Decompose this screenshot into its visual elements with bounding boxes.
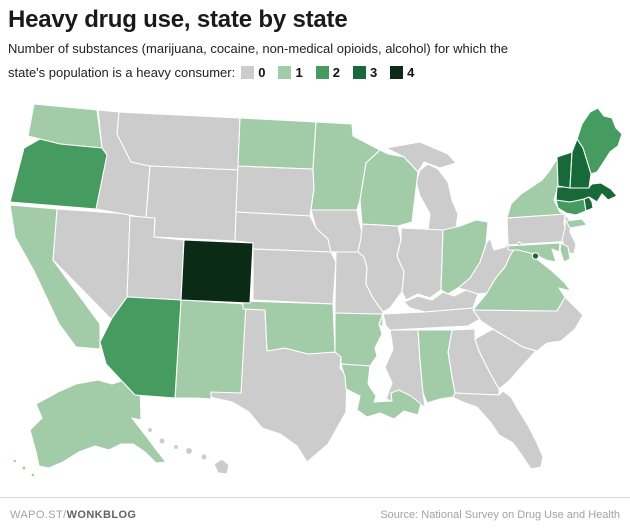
state-HI [158,437,166,445]
legend-item-4: 4 [390,63,414,83]
legend-label-3: 3 [369,65,378,81]
state-LA [340,363,422,420]
subtitle-line-1: Number of substances (marijuana, cocaine… [8,40,509,56]
legend-swatch-2 [315,66,329,80]
legend-label-1: 1 [295,65,303,81]
state-OK [242,300,336,355]
legend-label-2: 2 [332,65,340,81]
state-WI [359,149,419,227]
subtitle-line-2: state's population is a heavy consumer: … [0,58,630,83]
header: Heavy drug use, state by state Number of… [0,0,630,83]
state-HI [200,453,208,461]
state-DC [531,252,540,260]
state-KS [252,248,337,305]
subtitle-line-2-text: state's population is a heavy consumer: [8,65,236,81]
legend-swatch-0 [241,66,255,80]
legend-swatch-4 [390,66,404,80]
state-NH [569,138,592,189]
state-NY [565,218,588,229]
us-choropleth-map [9,103,623,478]
source-credit: Source: National Survey on Drug Use and … [380,508,620,521]
state-MT [116,111,241,171]
state-CO [180,239,254,304]
state-ME [576,107,623,175]
state-HI [172,443,180,451]
state-AK [29,379,167,469]
state-AZ [99,296,182,399]
state-HI [146,426,154,434]
state-OR [9,138,108,210]
legend-item-3: 3 [352,63,378,83]
legend-item-1: 1 [278,63,303,83]
state-WY [145,165,239,242]
state-NY [506,158,566,219]
state-CA [9,204,101,350]
legend-item-0: 0 [241,63,265,83]
brand-prefix: WAPO.ST/ [10,508,67,521]
state-FL [451,390,544,470]
state-DE [559,242,571,263]
legend-item-2: 2 [315,63,340,83]
state-VA [472,241,572,312]
state-ND [237,117,317,170]
page-title: Heavy drug use, state by state [8,6,348,33]
legend-label-4: 4 [407,65,415,81]
state-AL [417,329,456,404]
state-AR [334,312,384,367]
state-AK [30,472,36,478]
color-legend: 0 1 2 3 4 [241,63,414,83]
brand-bold: WONKBLOG [66,508,137,521]
legend-swatch-3 [352,66,366,80]
state-SD [235,165,315,217]
state-OH [440,219,489,295]
legend-label-0: 0 [258,65,266,81]
brand: WAPO.ST/WONKBLOG [10,509,136,521]
state-AK [12,458,18,464]
state-IN [396,227,444,301]
legend-swatch-1 [278,66,292,80]
footer-row: WAPO.ST/WONKBLOG Source: National Survey… [0,498,630,531]
state-MI [415,163,459,234]
state-NM [174,299,247,400]
footer: WAPO.ST/WONKBLOG Source: National Survey… [0,497,630,532]
state-AK [21,465,27,471]
state-HI [184,446,194,456]
state-HI [213,458,230,475]
